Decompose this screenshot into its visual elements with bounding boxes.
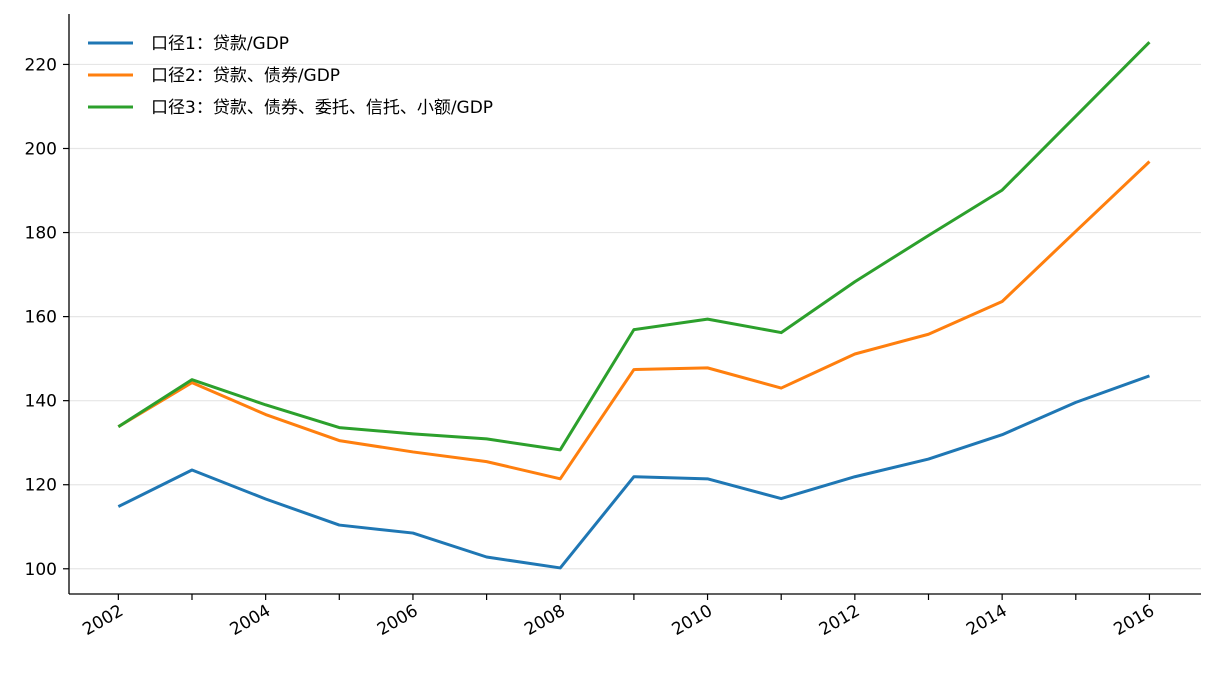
legend-label-1: 口径1：贷款/GDP bbox=[151, 34, 289, 54]
legend: 口径1：贷款/GDP 口径2：贷款、债券/GDP 口径3：贷款、债券、委托、信托、小… bbox=[88, 34, 493, 118]
legend-label-2: 口径2：贷款、债券/GDP bbox=[151, 66, 340, 86]
y-tick-label: 100 bbox=[25, 560, 57, 580]
x-tick-label: 2010 bbox=[669, 601, 716, 640]
x-tick-label: 2012 bbox=[816, 601, 863, 640]
axes bbox=[63, 14, 1201, 600]
gridlines bbox=[69, 63, 1201, 570]
series-line-1 bbox=[117, 374, 1150, 570]
y-tick-label: 220 bbox=[25, 55, 57, 75]
y-tick-label: 140 bbox=[25, 392, 57, 412]
y-tick-label: 180 bbox=[25, 224, 57, 244]
series-line-3 bbox=[117, 41, 1151, 452]
x-tick-label: 2008 bbox=[521, 601, 568, 640]
x-tick-label: 2002 bbox=[79, 601, 126, 640]
x-tick-label: 2004 bbox=[227, 601, 274, 640]
y-tick-label: 120 bbox=[25, 476, 57, 496]
y-tick-label: 200 bbox=[25, 139, 57, 159]
x-tick-label: 2014 bbox=[963, 601, 1010, 640]
legend-label-3: 口径3：贷款、债券、委托、信托、小额/GDP bbox=[151, 98, 493, 118]
x-tick-label: 2016 bbox=[1110, 601, 1157, 640]
y-tick-label: 160 bbox=[25, 308, 57, 328]
series-line-2 bbox=[117, 160, 1151, 481]
x-tick-label: 2006 bbox=[374, 601, 421, 640]
series-lines bbox=[117, 41, 1151, 570]
tick-labels: 100 120 140 160 180 200 220 2002 2004 2006 2008 201… bbox=[25, 55, 1158, 640]
